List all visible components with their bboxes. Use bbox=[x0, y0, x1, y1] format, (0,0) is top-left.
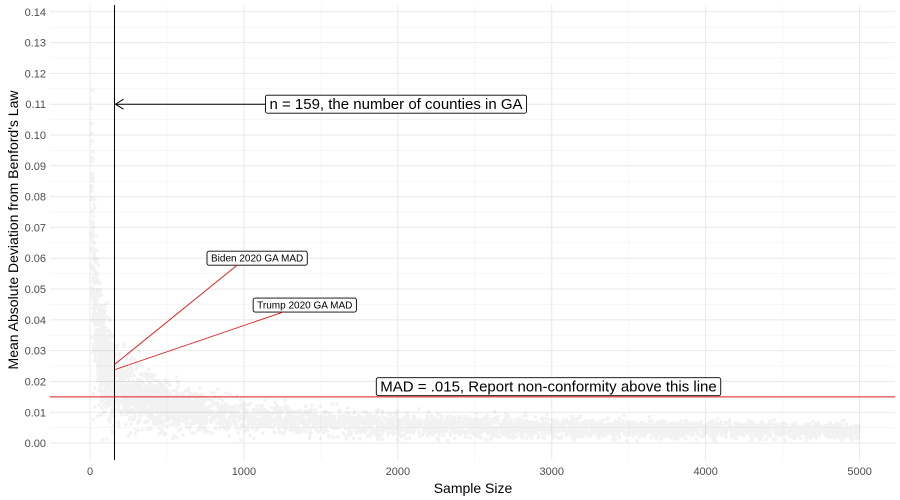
annotation-counties-text: n = 159, the number of counties in GA bbox=[269, 96, 522, 113]
y-tick-label: 0.10 bbox=[25, 130, 46, 142]
annotation-mad-threshold-box bbox=[375, 377, 722, 397]
x-tick-label: 1000 bbox=[232, 466, 256, 478]
leader-biden bbox=[114, 264, 238, 365]
y-axis-ticks: 0.00 0.01 0.02 0.03 0.04 0.05 0.06 0.07 0.08 0.09… bbox=[25, 7, 46, 450]
y-tick-label: 0.11 bbox=[25, 99, 46, 111]
y-tick-label: 0.07 bbox=[25, 222, 46, 234]
annotation-trump-box bbox=[252, 297, 357, 313]
y-tick-label: 0.09 bbox=[25, 161, 46, 173]
annotations: n = 159, the number of counties in GA MAD… bbox=[114, 94, 722, 397]
y-tick-label: 0.00 bbox=[25, 438, 46, 450]
y-tick-label: 0.01 bbox=[25, 407, 46, 419]
y-axis-title: Mean Absolute Deviation from Benford's L… bbox=[5, 90, 21, 370]
x-axis-title: Sample Size bbox=[434, 480, 513, 496]
scatter-point-cloud bbox=[89, 88, 862, 443]
annotation-mad-threshold: MAD = .015, Report non-conformity above … bbox=[375, 377, 722, 397]
y-tick-label: 0.14 bbox=[25, 7, 46, 19]
annotation-counties: n = 159, the number of counties in GA bbox=[265, 94, 528, 114]
arrowhead-counties bbox=[114, 98, 124, 110]
annotation-trump-text: Trump 2020 GA MAD bbox=[257, 301, 352, 312]
annotation-biden-text: Biden 2020 GA MAD bbox=[211, 254, 303, 265]
x-tick-label: 5000 bbox=[847, 466, 871, 478]
y-tick-label: 0.04 bbox=[25, 315, 46, 327]
y-tick-label: 0.12 bbox=[25, 68, 46, 80]
scatter-points bbox=[89, 88, 862, 443]
y-tick-label: 0.08 bbox=[25, 192, 46, 204]
x-tick-label: 2000 bbox=[386, 466, 410, 478]
reference-lines bbox=[50, 5, 895, 460]
grid-minor bbox=[50, 5, 895, 460]
x-tick-label: 4000 bbox=[693, 466, 717, 478]
x-tick-label: 3000 bbox=[540, 466, 564, 478]
y-tick-label: 0.03 bbox=[25, 346, 46, 358]
annotation-mad-threshold-text: MAD = .015, Report non-conformity above … bbox=[380, 379, 716, 396]
annotation-biden-box bbox=[206, 250, 308, 266]
y-tick-label: 0.06 bbox=[25, 253, 46, 265]
x-axis-ticks: 0 1000 2000 3000 4000 5000 bbox=[87, 466, 872, 478]
y-tick-label: 0.05 bbox=[25, 284, 46, 296]
y-tick-label: 0.02 bbox=[25, 376, 46, 388]
y-tick-label: 0.13 bbox=[25, 38, 46, 50]
leader-trump bbox=[114, 311, 284, 371]
annotation-biden: Biden 2020 GA MAD bbox=[206, 250, 308, 266]
x-tick-label: 0 bbox=[87, 466, 93, 478]
annotation-trump: Trump 2020 GA MAD bbox=[252, 297, 357, 313]
